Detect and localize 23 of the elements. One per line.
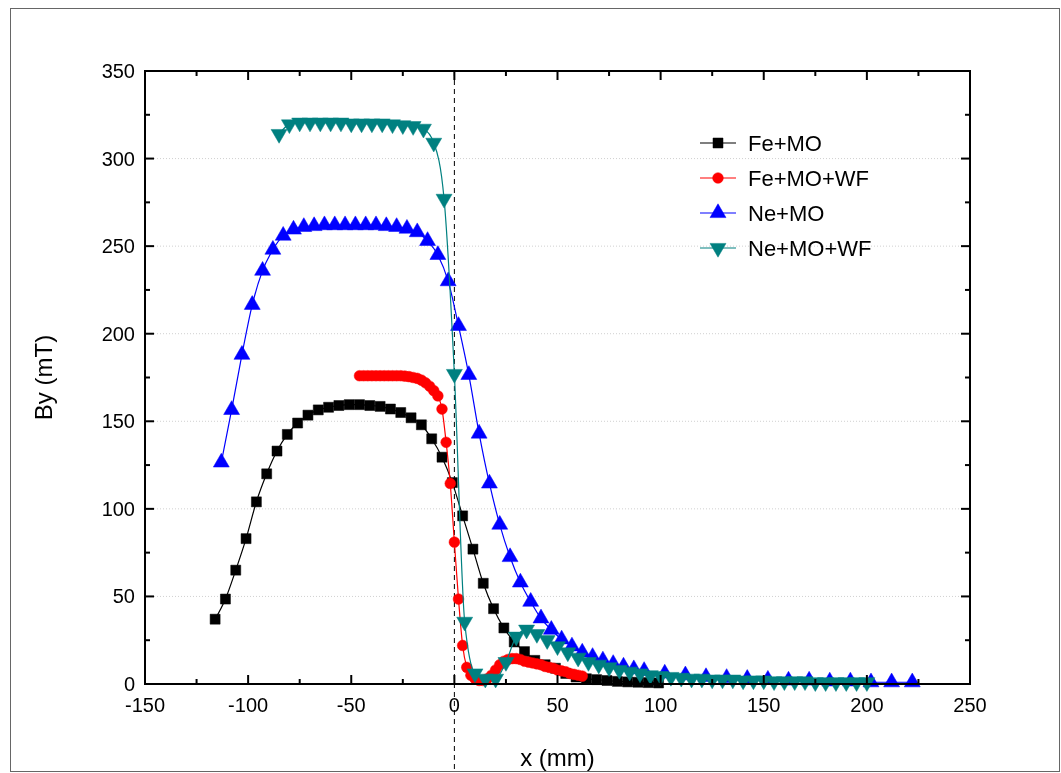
y-tick-label: 50 [112, 585, 135, 608]
legend-label: Ne+MO+WF [748, 236, 872, 261]
legend-label: Fe+MO [748, 131, 822, 156]
legend-label: Ne+MO [748, 201, 825, 226]
x-axis-title: x (mm) [520, 744, 595, 771]
y-tick-label: 0 [123, 673, 135, 695]
y-tick-label: 300 [101, 147, 135, 170]
x-tick-label: -100 [228, 694, 269, 716]
x-tick-label: 200 [850, 694, 884, 716]
x-tick-label: -50 [336, 694, 366, 716]
legend-label: Fe+MO+WF [748, 166, 870, 191]
y-tick-label: 100 [101, 497, 135, 520]
y-tick-label: 350 [101, 60, 135, 82]
x-tick-label: 150 [747, 694, 781, 716]
y-tick-label: 250 [101, 235, 135, 258]
y-tick-label: 150 [101, 410, 135, 433]
x-tick-label: 100 [643, 694, 678, 716]
y-axis-title: By (mT) [30, 334, 57, 421]
y-tick-label: 200 [101, 322, 135, 345]
x-tick-label: 0 [448, 694, 460, 716]
x-tick-label: -150 [124, 694, 166, 716]
x-tick-label: 50 [546, 694, 569, 716]
x-tick-label: 250 [953, 694, 987, 716]
